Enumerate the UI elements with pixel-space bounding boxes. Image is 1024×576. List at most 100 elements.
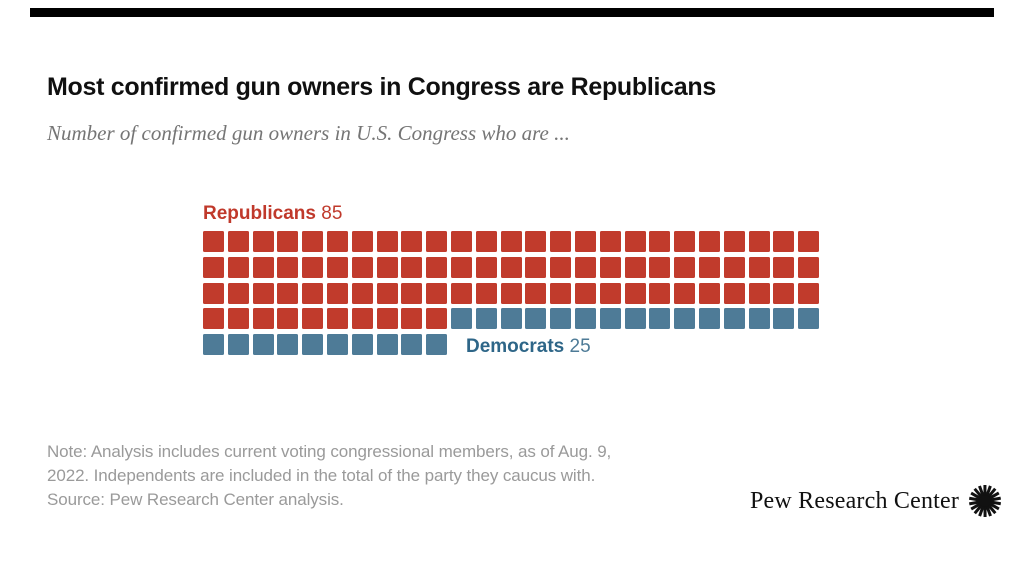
- republicans-label: Republicans: [203, 203, 316, 224]
- waffle-square-republican: [252, 282, 274, 304]
- waffle-square-republican: [376, 231, 398, 252]
- waffle-square-republican: [525, 282, 547, 304]
- waffle-square-republican: [674, 256, 696, 278]
- waffle-square-republican: [698, 282, 720, 304]
- waffle-square-republican: [550, 231, 572, 252]
- waffle-square-republican: [277, 308, 299, 330]
- waffle-square-republican: [649, 256, 671, 278]
- waffle-square-republican: [475, 282, 497, 304]
- waffle-square-democrat: [203, 334, 224, 356]
- waffle-square-republican: [351, 282, 373, 304]
- waffle-square-democrat: [401, 334, 423, 356]
- waffle-square-democrat: [450, 308, 472, 330]
- waffle-square-republican: [376, 308, 398, 330]
- waffle-square-republican: [500, 282, 522, 304]
- waffle-square-democrat: [624, 308, 646, 330]
- waffle-square-republican: [599, 256, 621, 278]
- waffle-square-republican: [277, 282, 299, 304]
- waffle-square-republican: [401, 308, 423, 330]
- note-text-line: Note: Analysis includes current voting c…: [47, 442, 612, 461]
- waffle-square-republican: [351, 308, 373, 330]
- waffle-square-democrat: [550, 308, 572, 330]
- waffle-square-democrat: [674, 308, 696, 330]
- waffle-square-republican: [574, 231, 596, 252]
- waffle-square-republican: [649, 231, 671, 252]
- waffle-square-republican: [525, 231, 547, 252]
- waffle-square-democrat: [302, 334, 324, 356]
- waffle-square-republican: [748, 282, 770, 304]
- waffle-square-republican: [798, 256, 820, 278]
- waffle-square-republican: [277, 256, 299, 278]
- waffle-square-republican: [624, 282, 646, 304]
- waffle-square-republican: [500, 256, 522, 278]
- waffle-square-republican: [773, 282, 795, 304]
- waffle-square-republican: [376, 282, 398, 304]
- waffle-square-republican: [624, 256, 646, 278]
- waffle-square-republican: [574, 282, 596, 304]
- pew-sunburst-icon: [969, 484, 1002, 518]
- page-title: Most confirmed gun owners in Congress ar…: [47, 73, 716, 101]
- waffle-square-republican: [748, 256, 770, 278]
- democrats-series-label: Democrats 25: [466, 336, 591, 358]
- waffle-square-democrat: [376, 334, 398, 356]
- waffle-square-republican: [723, 282, 745, 304]
- waffle-square-democrat: [426, 334, 448, 356]
- waffle-square-republican: [723, 256, 745, 278]
- waffle-square-democrat: [698, 308, 720, 330]
- waffle-square-republican: [302, 308, 324, 330]
- waffle-square-republican: [401, 231, 423, 252]
- waffle-square-republican: [698, 231, 720, 252]
- waffle-square-republican: [475, 256, 497, 278]
- waffle-square-republican: [401, 282, 423, 304]
- waffle-square-republican: [674, 282, 696, 304]
- waffle-square-republican: [674, 231, 696, 252]
- democrats-label: Democrats: [466, 336, 565, 357]
- waffle-square-republican: [227, 282, 249, 304]
- waffle-square-republican: [426, 282, 448, 304]
- democrats-value: 25: [569, 336, 591, 357]
- waffle-square-republican: [252, 231, 274, 252]
- logo-wordmark: Pew Research Center: [750, 487, 960, 514]
- top-border-rule: [30, 8, 994, 17]
- waffle-square-republican: [649, 282, 671, 304]
- waffle-square-republican: [550, 256, 572, 278]
- waffle-square-democrat: [798, 308, 820, 330]
- waffle-square-republican: [624, 231, 646, 252]
- waffle-square-republican: [450, 282, 472, 304]
- waffle-square-republican: [475, 231, 497, 252]
- waffle-square-republican: [773, 256, 795, 278]
- waffle-square-republican: [574, 256, 596, 278]
- note-block: Note: Analysis includes current voting c…: [47, 440, 727, 512]
- waffle-square-republican: [798, 282, 820, 304]
- waffle-square-republican: [302, 256, 324, 278]
- waffle-square-republican: [599, 282, 621, 304]
- waffle-square-democrat: [649, 308, 671, 330]
- note-text-line: 2022. Independents are included in the t…: [47, 466, 596, 485]
- waffle-square-democrat: [351, 334, 373, 356]
- waffle-square-republican: [326, 282, 348, 304]
- waffle-square-democrat: [773, 308, 795, 330]
- waffle-square-democrat: [599, 308, 621, 330]
- waffle-square-republican: [798, 231, 820, 252]
- waffle-square-republican: [401, 256, 423, 278]
- waffle-square-republican: [302, 282, 324, 304]
- waffle-square-republican: [376, 256, 398, 278]
- waffle-square-democrat: [326, 334, 348, 356]
- waffle-square-republican: [227, 308, 249, 330]
- chart-subtitle: Number of confirmed gun owners in U.S. C…: [47, 121, 570, 145]
- waffle-square-republican: [550, 282, 572, 304]
- waffle-square-republican: [252, 256, 274, 278]
- source-text: Source: Pew Research Center analysis.: [47, 490, 344, 509]
- waffle-square-republican: [351, 231, 373, 252]
- waffle-square-republican: [698, 256, 720, 278]
- waffle-square-republican: [326, 231, 348, 252]
- waffle-square-republican: [203, 308, 224, 330]
- waffle-square-democrat: [252, 334, 274, 356]
- waffle-square-democrat: [277, 334, 299, 356]
- waffle-square-republican: [351, 256, 373, 278]
- waffle-square-republican: [723, 231, 745, 252]
- waffle-square-republican: [227, 256, 249, 278]
- pew-logo: Pew Research Center: [750, 483, 1003, 519]
- waffle-square-democrat: [748, 308, 770, 330]
